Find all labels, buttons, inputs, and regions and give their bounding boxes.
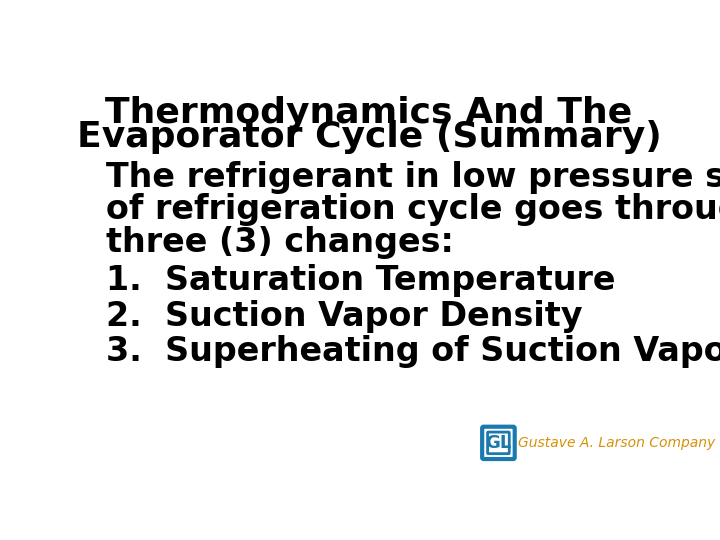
Text: The refrigerant in low pressure side: The refrigerant in low pressure side bbox=[106, 161, 720, 194]
Text: Evaporator Cycle (Summary): Evaporator Cycle (Summary) bbox=[76, 120, 662, 154]
Text: 3.  Superheating of Suction Vapor: 3. Superheating of Suction Vapor bbox=[106, 335, 720, 368]
FancyBboxPatch shape bbox=[482, 427, 515, 459]
Text: three (3) changes:: three (3) changes: bbox=[106, 226, 454, 259]
Text: GL: GL bbox=[485, 434, 511, 452]
Text: 2.  Suction Vapor Density: 2. Suction Vapor Density bbox=[106, 300, 582, 333]
Text: 1.  Saturation Temperature: 1. Saturation Temperature bbox=[106, 264, 615, 297]
Text: Gustave A. Larson Company: Gustave A. Larson Company bbox=[518, 436, 715, 450]
Text: of refrigeration cycle goes through: of refrigeration cycle goes through bbox=[106, 193, 720, 226]
Text: Thermodynamics And The: Thermodynamics And The bbox=[105, 96, 633, 130]
FancyBboxPatch shape bbox=[487, 432, 509, 454]
